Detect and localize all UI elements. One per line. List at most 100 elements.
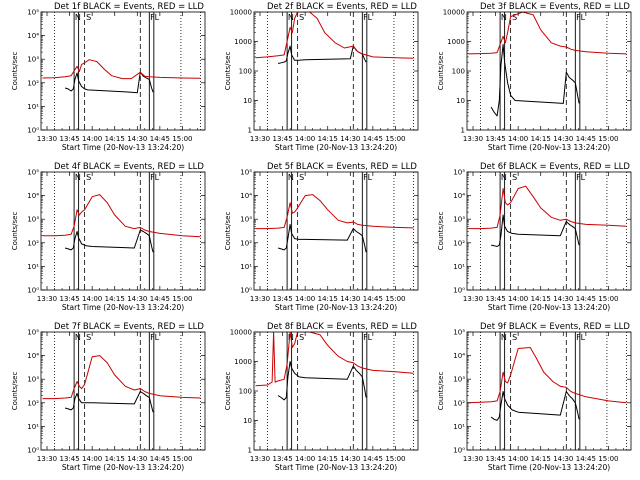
series-group [468, 185, 627, 247]
lld-series-line [42, 355, 201, 400]
marker-lines [480, 332, 627, 450]
y-tick-label: 10⁵ [27, 9, 39, 17]
series-group [42, 194, 201, 253]
y-tick-label: 10⁴ [453, 352, 465, 360]
x-tick-label: 13:45 [485, 455, 505, 463]
x-tick-label: 14:30 [553, 455, 573, 463]
plot-frame [466, 171, 632, 291]
y-tick-label: 10² [453, 239, 465, 247]
marker-label-n: N [501, 333, 507, 342]
marker-label-n: N [288, 13, 294, 22]
plot-frame [466, 11, 632, 131]
marker-label-f: F [576, 173, 581, 182]
chart-title: Det 3f BLACK = Events, RED = LLD [480, 2, 630, 12]
y-axis-label: Counts/sec [224, 372, 232, 411]
y-tick-label: 100 [239, 388, 252, 396]
x-tick-label: 13:30 [37, 295, 57, 303]
x-tick-label: 14:45 [363, 295, 383, 303]
y-tick-label: 10⁴ [27, 192, 39, 200]
x-tick-label: 13:45 [272, 455, 292, 463]
y-tick-label: 10² [453, 399, 465, 407]
x-tick-label: 14:30 [340, 455, 360, 463]
x-tick-label: 14:30 [127, 135, 147, 143]
y-tick-label: 10⁰ [453, 287, 465, 295]
events-series-line [490, 43, 580, 117]
x-tick-label: 14:45 [150, 295, 170, 303]
y-tick-label: 10² [27, 239, 39, 247]
x-tick-label: 14:45 [150, 135, 170, 143]
x-tick-label: 14:30 [553, 295, 573, 303]
x-tick-label: 14:15 [531, 295, 551, 303]
plot-frame [253, 11, 419, 131]
chart-title: Det 8f BLACK = Events, RED = LLD [267, 322, 417, 332]
x-tick-label: 14:00 [508, 295, 528, 303]
events-series-line [64, 391, 154, 413]
events-series-line [490, 391, 580, 421]
marker-label-s: S [512, 333, 517, 342]
y-tick-label: 10⁵ [27, 169, 39, 177]
lld-series-line [255, 12, 414, 59]
x-tick-label: 14:30 [340, 295, 360, 303]
y-tick-label: 1 [461, 127, 465, 135]
x-axis-label: Start Time (20-Nov-13 13:24:20) [275, 463, 397, 472]
x-tick-label: 15:00 [598, 455, 618, 463]
marker-label-l: L [368, 13, 373, 22]
y-tick-label: 10¹ [453, 423, 465, 431]
lld-series-line [468, 347, 627, 404]
x-tick-label: 14:30 [127, 455, 147, 463]
x-tick-label: 14:00 [82, 455, 102, 463]
marker-label-n: N [288, 173, 294, 182]
x-tick-label: 13:45 [485, 295, 505, 303]
y-tick-label: 1000 [447, 38, 465, 46]
x-tick-label: 14:15 [531, 455, 551, 463]
x-tick-label: 13:30 [463, 135, 483, 143]
x-tick-label: 14:15 [105, 295, 125, 303]
x-tick-label: 15:00 [172, 295, 192, 303]
y-tick-label: 10¹ [27, 103, 39, 111]
x-tick-label: 14:00 [295, 135, 315, 143]
series-group [255, 12, 414, 64]
x-tick-label: 14:45 [576, 295, 596, 303]
chart-title: Det 6f BLACK = Events, RED = LLD [480, 162, 630, 172]
x-tick-label: 14:00 [295, 455, 315, 463]
marker-label-l: L [368, 173, 373, 182]
x-tick-label: 13:45 [272, 135, 292, 143]
plot-frame [253, 331, 419, 451]
x-tick-label: 13:30 [250, 455, 270, 463]
marker-label-f: F [150, 173, 155, 182]
plot-frame [40, 331, 206, 451]
plot-frame [466, 331, 632, 451]
x-tick-label: 14:30 [340, 135, 360, 143]
marker-label-l: L [581, 333, 586, 342]
events-series-line [277, 223, 367, 253]
lld-series-line [468, 12, 627, 55]
y-tick-label: 10000 [230, 329, 252, 337]
marker-label-n: N [75, 333, 81, 342]
y-tick-label: 10⁰ [27, 447, 39, 455]
x-tick-label: 14:00 [295, 295, 315, 303]
chart-title: Det 9f BLACK = Events, RED = LLD [480, 322, 630, 332]
marker-lines [54, 172, 201, 290]
marker-label-f: F [576, 13, 581, 22]
lld-series-line [42, 194, 201, 238]
marker-label-l: L [581, 173, 586, 182]
y-tick-label: 10 [243, 97, 252, 105]
marker-label-s: S [299, 13, 304, 22]
series-group [42, 355, 201, 413]
x-tick-label: 14:00 [508, 455, 528, 463]
x-tick-label: 13:45 [485, 135, 505, 143]
marker-label-s: S [299, 173, 304, 182]
y-tick-label: 10² [27, 79, 39, 87]
y-tick-label: 10⁰ [240, 287, 252, 295]
marker-label-n: N [501, 173, 507, 182]
x-tick-label: 14:15 [105, 135, 125, 143]
lld-series-line [255, 194, 414, 230]
marker-lines [267, 12, 414, 130]
y-axis-label: Counts/sec [437, 52, 445, 91]
y-tick-label: 1 [248, 127, 252, 135]
marker-label-s: S [299, 333, 304, 342]
